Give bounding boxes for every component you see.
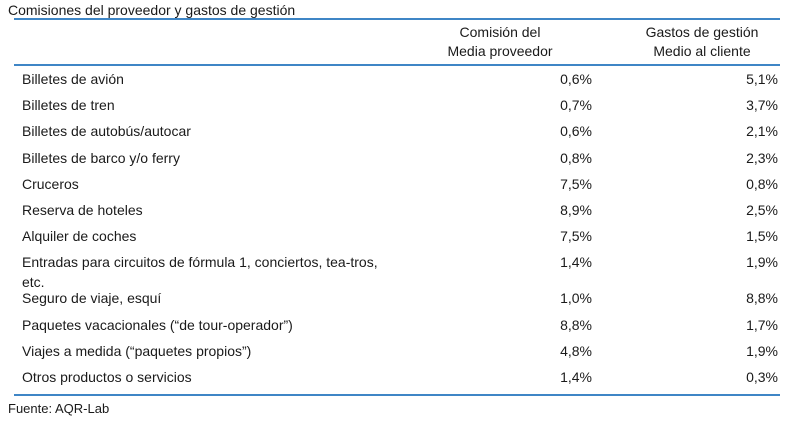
row-fee: 5,1% xyxy=(746,71,778,87)
row-commission: 1,0% xyxy=(560,290,592,307)
row-fee: 1,7% xyxy=(746,316,778,333)
row-fee: 2,1% xyxy=(746,123,778,140)
row-fee: 0,8% xyxy=(746,175,778,192)
row-fee: 1,5% xyxy=(746,228,778,245)
row-fee: 2,3% xyxy=(746,149,778,166)
table-row: Paquetes vacacionales (“de tour-operador… xyxy=(0,313,800,339)
header-rule xyxy=(14,64,780,66)
row-commission: 7,5% xyxy=(560,228,592,245)
row-label: Alquiler de coches xyxy=(22,228,137,245)
row-label: Billetes de tren xyxy=(22,97,115,114)
row-label: Viajes a medida (“paquetes propios”) xyxy=(22,342,252,359)
row-commission: 0,7% xyxy=(560,97,592,114)
row-label: Reserva de hoteles xyxy=(22,201,143,218)
row-label: Otros productos o servicios xyxy=(22,368,192,385)
row-label: Billetes de barco y/o ferry xyxy=(22,149,180,166)
row-fee: 3,7% xyxy=(746,97,778,114)
fee-header-line2: Medio al cliente xyxy=(653,43,751,59)
row-commission: 4,8% xyxy=(560,342,592,359)
row-commission: 7,5% xyxy=(560,175,592,192)
fee-header-line1: Gastos de gestión xyxy=(645,24,759,40)
source-note: Fuente: AQR-Lab xyxy=(8,401,110,416)
row-commission: 8,8% xyxy=(560,316,592,333)
row-label: Paquetes vacacionales (“de tour-operador… xyxy=(22,316,293,333)
row-commission: 1,4% xyxy=(560,368,592,385)
row-fee: 1,9% xyxy=(746,342,778,359)
row-label: Billetes de avión xyxy=(22,71,124,87)
top-rule xyxy=(14,18,780,20)
row-fee: 1,9% xyxy=(746,254,778,271)
row-fee: 0,3% xyxy=(746,368,778,385)
table-row: Billetes de barco y/o ferry 0,8% 2,3% xyxy=(0,146,800,172)
table-row: Cruceros 7,5% 0,8% xyxy=(0,172,800,198)
row-fee: 2,5% xyxy=(746,201,778,218)
table-row: Viajes a medida (“paquetes propios”) 4,8… xyxy=(0,339,800,365)
table-row: Reserva de hoteles 8,9% 2,5% xyxy=(0,198,800,224)
table-row: Billetes de autobús/autocar 0,6% 2,1% xyxy=(0,119,800,145)
commission-header-line2: Media proveedor xyxy=(447,43,553,59)
commission-header-line1: Comisión del xyxy=(459,24,541,40)
table-body: Billetes de avión 0,6% 5,1% Billetes de … xyxy=(0,67,800,391)
table-title: Comisiones del proveedor y gastos de ges… xyxy=(8,2,296,18)
row-label: Seguro de viaje, esquí xyxy=(22,290,162,307)
row-label: Entradas para circuitos de fórmula 1, co… xyxy=(22,254,378,291)
table-row: Billetes de avión 0,6% 5,1% xyxy=(0,67,800,93)
row-commission: 0,6% xyxy=(560,123,592,140)
commission-header: Comisión del Media proveedor xyxy=(420,23,580,61)
table-row: Alquiler de coches 7,5% 1,5% xyxy=(0,224,800,250)
table-row: Seguro de viaje, esquí 1,0% 8,8% xyxy=(0,286,800,312)
row-commission: 8,9% xyxy=(560,201,592,218)
row-label: Billetes de autobús/autocar xyxy=(22,123,191,140)
bottom-rule xyxy=(14,394,780,396)
fee-header: Gastos de gestión Medio al cliente xyxy=(622,23,782,61)
table-row: Entradas para circuitos de fórmula 1, co… xyxy=(0,250,800,290)
row-commission: 0,8% xyxy=(560,149,592,166)
row-commission: 0,6% xyxy=(560,71,592,87)
row-label: Cruceros xyxy=(22,175,79,192)
table-row: Billetes de tren 0,7% 3,7% xyxy=(0,93,800,119)
row-fee: 8,8% xyxy=(746,290,778,307)
table-row: Otros productos o servicios 1,4% 0,3% xyxy=(0,365,800,391)
row-commission: 1,4% xyxy=(560,254,592,271)
